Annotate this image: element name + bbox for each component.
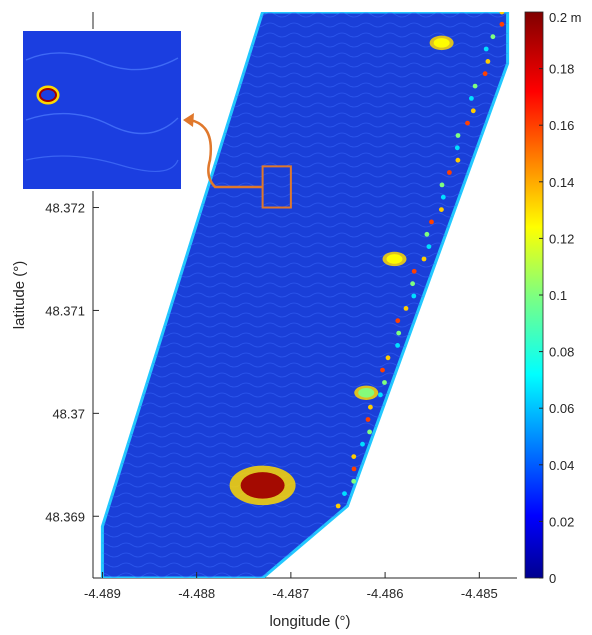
hotspot: [358, 387, 375, 398]
inset-frame: [21, 29, 183, 191]
inset-texture-3: [25, 155, 179, 173]
zoom-arrow-head: [183, 113, 194, 127]
shoreline-mark: [421, 256, 427, 262]
shoreline-mark: [395, 343, 400, 348]
y-ticks: 48.369 48.37 48.371 48.372: [45, 201, 99, 524]
inset-texture-2: [25, 112, 179, 135]
shoreline-mark: [470, 108, 476, 114]
colorbar-tick-label: 0.02: [549, 514, 574, 529]
shoreline-mark: [499, 12, 505, 15]
x-axis-label: longitude (°): [269, 613, 350, 630]
shoreline-mark: [485, 59, 491, 64]
colorbar-tick-label: 0.1: [549, 288, 567, 303]
colorbar-tick-label: 0.18: [549, 62, 574, 77]
hotspot: [240, 472, 285, 499]
shoreline-band: [335, 12, 505, 509]
shoreline-mark: [429, 219, 434, 225]
shoreline-mark: [482, 71, 488, 77]
hotspot: [386, 254, 403, 264]
y-tick-label: 48.371: [45, 303, 85, 318]
colorbar-tick-label: 0.04: [549, 458, 574, 473]
y-tick-label: 48.369: [45, 509, 85, 524]
shoreline-mark: [424, 231, 430, 237]
shoreline-mark: [454, 145, 460, 151]
x-tick-label: -4.489: [84, 586, 121, 601]
shoreline-mark: [483, 46, 489, 52]
shoreline-mark: [455, 133, 461, 138]
colorbar-tick-label: 0.14: [549, 175, 574, 190]
shoreline-mark: [367, 429, 372, 435]
x-tick-label: -4.487: [272, 586, 309, 601]
shoreline-mark: [490, 34, 496, 40]
shoreline-mark: [439, 182, 445, 188]
shoreline-mark: [382, 380, 387, 385]
shoreline-mark: [439, 207, 444, 213]
x-tick-label: -4.488: [178, 586, 215, 601]
shoreline-mark: [360, 441, 365, 447]
shoreline-mark: [499, 21, 505, 27]
shoreline-mark: [351, 454, 357, 459]
inset-texture-1: [25, 52, 179, 71]
surface-texture: [102, 12, 508, 578]
shoreline-mark: [380, 367, 385, 373]
colorbar-tick-label: 0.12: [549, 231, 574, 246]
shoreline-mark: [447, 170, 452, 175]
plot-area: [100, 12, 510, 578]
inset-hotspot-center: [45, 92, 51, 98]
shoreline-mark: [378, 392, 383, 398]
shoreline-mark: [365, 417, 371, 422]
shoreline-mark: [342, 491, 347, 496]
hotspot-layer: [229, 35, 454, 506]
shoreline-mark: [440, 194, 446, 200]
colorbar-tick-label: 0.08: [549, 345, 574, 360]
shoreline-mark: [403, 306, 409, 311]
zoom-arrow: [189, 118, 263, 189]
shoreline-mark: [385, 355, 391, 361]
shoreline-mark: [368, 404, 373, 410]
shoreline-mark: [465, 120, 470, 126]
y-tick-label: 48.372: [45, 201, 85, 216]
x-tick-label: -4.486: [367, 586, 404, 601]
inset-hotspot-core: [39, 88, 57, 102]
colorbar-tick-label: 0: [549, 571, 556, 586]
shoreline-mark: [455, 157, 461, 163]
colorbar-tick-label: 0.06: [549, 401, 574, 416]
y-axis-label: latitude (°): [11, 261, 28, 330]
shoreline-mark: [351, 466, 357, 472]
x-ticks: -4.489 -4.488 -4.487 -4.486 -4.485: [84, 572, 498, 601]
colorbar-ticks: 0 0.02 0.04 0.06 0.08 0.1 0.12 0.14 0.16 0.18: [539, 62, 574, 586]
shoreline-mark: [472, 83, 478, 89]
shoreline-mark: [411, 268, 417, 274]
shoreline-mark: [395, 318, 401, 324]
shoreline-mark: [335, 503, 341, 509]
inset-hotspot-ring: [36, 85, 60, 105]
shoreline-mark: [469, 96, 474, 101]
x-tick-label: -4.485: [461, 586, 498, 601]
shoreline-mark: [410, 281, 415, 287]
zoom-inset: [21, 29, 183, 191]
colorbar-unit-label: 0.2 m: [549, 10, 582, 25]
colorbar-tick-label: 0.16: [549, 118, 574, 133]
shoreline-mark: [351, 478, 357, 484]
hotspot: [433, 38, 450, 48]
shoreline-mark: [411, 293, 417, 299]
y-tick-label: 48.37: [52, 406, 85, 421]
shoreline-mark: [426, 244, 432, 250]
shoreline-mark: [396, 330, 402, 336]
